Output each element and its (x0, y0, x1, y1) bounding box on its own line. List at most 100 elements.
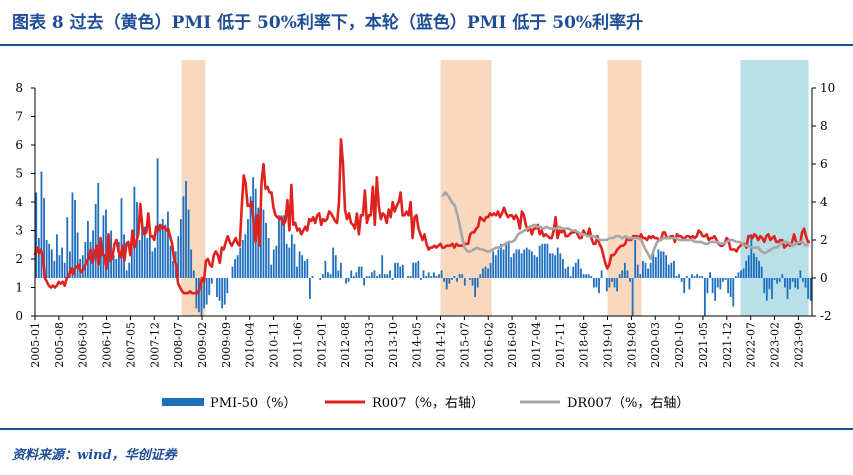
pmi-bar (247, 219, 249, 278)
pmi-bar (360, 266, 363, 278)
pmi-bar (226, 278, 229, 294)
pmi-bar (56, 234, 58, 278)
pmi-bar (569, 276, 572, 278)
pmi-bar (278, 215, 280, 278)
pmi-bar (531, 251, 533, 278)
pmi-bar (200, 278, 203, 316)
pmi-bar (244, 234, 247, 278)
dr007-line (441, 191, 810, 261)
left-tick-label: 8 (15, 81, 23, 95)
legend-dr007-label: DR007（%，右轴） (567, 396, 689, 411)
pmi-bar (303, 260, 306, 278)
pmi-bar (685, 276, 688, 278)
pmi-bar (208, 278, 211, 296)
pmi-bar (164, 224, 167, 278)
pmi-bar (450, 278, 453, 280)
pmi-bar (290, 234, 293, 278)
pmi-bar (660, 251, 662, 278)
pmi-bar (716, 278, 719, 288)
pmi-bar (105, 209, 107, 278)
pmi-bar (773, 278, 776, 280)
pmi-bar (453, 276, 456, 278)
pmi-bar (479, 274, 482, 278)
pmi-bar (373, 270, 376, 278)
pmi-bar (598, 278, 600, 294)
pmi-bar (339, 262, 342, 278)
x-tick-label: 2006-03 (77, 322, 90, 368)
x-tick-label: 2012-01 (315, 322, 328, 368)
x-tick-label: 2021-12 (721, 322, 734, 368)
pmi-bar (236, 255, 239, 278)
pmi-bar (329, 274, 332, 278)
pmi-bar (515, 249, 518, 278)
pmi-bar (68, 251, 71, 278)
x-tick-label: 2016-09 (506, 322, 519, 368)
pmi-bar (471, 278, 474, 286)
pmi-bar (81, 255, 84, 278)
pmi-bar (642, 260, 644, 278)
x-tick-label: 2020-10 (673, 322, 686, 368)
pmi-bar (440, 270, 443, 278)
pmi-bar (644, 262, 647, 278)
x-tick-label: 2008-07 (172, 322, 185, 368)
pmi-bar (332, 247, 335, 278)
pmi-bar (564, 268, 567, 278)
pmi-bar (559, 253, 562, 278)
pmi-bar (133, 186, 136, 278)
pmi-bar (89, 241, 92, 278)
left-tick-label: 3 (15, 224, 23, 238)
pmi-bar (750, 234, 753, 278)
pmi-bar (500, 243, 502, 278)
pmi-bar (265, 222, 267, 278)
pmi-bar (198, 278, 200, 313)
x-tick-label: 2006-10 (101, 322, 114, 368)
right-tick-label: 8 (820, 119, 828, 133)
x-tick-label: 2019-01 (602, 322, 615, 368)
pmi-bar (580, 268, 582, 278)
x-tick-label: 2005-08 (53, 322, 66, 368)
pmi-bar (636, 264, 639, 278)
pmi-bar (804, 278, 807, 288)
pmi-bar (626, 270, 629, 278)
pmi-bar (324, 260, 327, 278)
pmi-bar (249, 196, 252, 278)
pmi-bar (409, 276, 412, 278)
pmi-bar (117, 241, 120, 278)
pmi-bar (231, 266, 234, 278)
pmi-bar (301, 255, 304, 278)
pmi-bar (399, 266, 402, 278)
pmi-bar (683, 278, 686, 294)
pmi-bar (430, 276, 433, 278)
pmi-bar (456, 278, 458, 282)
pmi-bar (791, 278, 794, 282)
x-tick-label: 2010-04 (244, 322, 257, 368)
x-tick-label: 2005-01 (29, 322, 42, 368)
pmi-bar (383, 274, 386, 278)
pmi-bar (538, 245, 541, 278)
pmi-bar (533, 255, 536, 278)
pmi-bar (487, 268, 489, 278)
pmi-bar (507, 241, 510, 278)
pmi-bar (574, 262, 577, 278)
x-tick-label: 2013-03 (363, 322, 376, 368)
pmi-bar (662, 251, 665, 278)
pmi-bar (474, 278, 477, 297)
pmi-bar (445, 278, 448, 290)
pmi-bar (376, 276, 378, 278)
pmi-bar (600, 270, 603, 278)
pmi-bar (776, 278, 779, 284)
pmi-bar (481, 268, 484, 278)
pmi-bar (99, 243, 102, 278)
pmi-bar (363, 278, 366, 286)
x-tick-label: 2023-09 (792, 322, 805, 368)
right-tick-label: -2 (820, 309, 832, 323)
pmi-bar (623, 262, 626, 278)
left-tick-label: 5 (15, 167, 23, 181)
pmi-bar (391, 278, 394, 280)
pmi-bar (631, 278, 634, 316)
pmi-bar (425, 276, 427, 278)
right-tick-label: 6 (820, 157, 828, 171)
pmi-bar (771, 278, 773, 299)
pmi-bar (94, 203, 97, 278)
pmi-bar (37, 238, 40, 278)
